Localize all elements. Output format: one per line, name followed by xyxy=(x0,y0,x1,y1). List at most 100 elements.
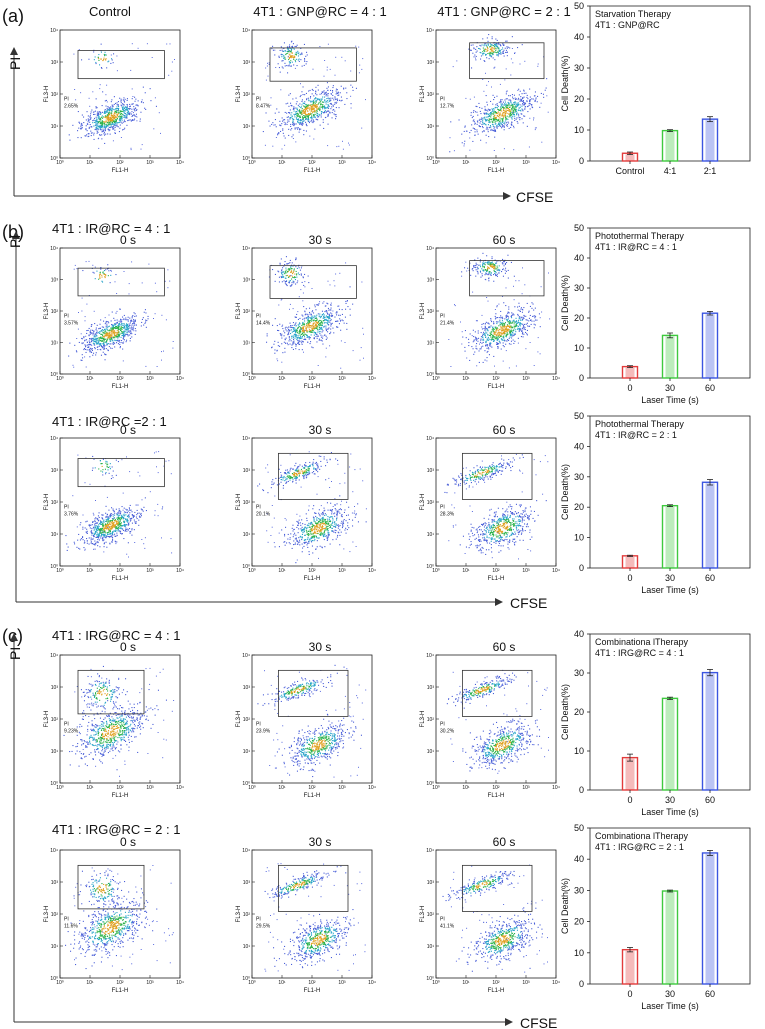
event-dot xyxy=(292,98,294,100)
event-dot xyxy=(104,122,106,124)
event-dot xyxy=(485,95,487,97)
event-dot xyxy=(282,129,284,131)
event-dot xyxy=(141,99,143,101)
event-dot xyxy=(275,67,277,68)
event-dot xyxy=(317,112,319,114)
event-dot xyxy=(485,124,487,126)
event-dot xyxy=(119,119,121,121)
event-dot xyxy=(473,128,475,130)
event-dot xyxy=(88,58,90,60)
y-tick-label: 10⁴ xyxy=(50,28,58,34)
event-dot xyxy=(486,255,488,257)
event-dot xyxy=(482,252,484,254)
event-dot xyxy=(522,110,524,112)
event-dot xyxy=(275,137,277,138)
event-dot xyxy=(294,337,296,339)
event-dot xyxy=(522,97,524,99)
event-dot xyxy=(304,115,306,117)
event-dot xyxy=(318,116,320,118)
event-dot xyxy=(527,106,529,108)
event-dot xyxy=(491,86,492,88)
event-dot xyxy=(514,52,516,54)
event-dot xyxy=(105,127,107,129)
event-dot xyxy=(117,328,119,330)
event-dot xyxy=(506,329,508,331)
event-dot xyxy=(323,101,325,103)
event-dot xyxy=(502,336,504,338)
event-dot xyxy=(107,113,109,115)
event-dot xyxy=(311,106,313,108)
event-dot xyxy=(161,351,162,353)
event-dot xyxy=(111,339,113,341)
event-dot xyxy=(490,128,492,130)
event-dot xyxy=(302,326,304,328)
event-dot xyxy=(512,114,514,116)
event-dot xyxy=(288,61,290,63)
event-dot xyxy=(481,275,483,277)
event-dot xyxy=(298,106,300,108)
event-dot xyxy=(296,112,298,114)
event-dot xyxy=(294,329,296,331)
event-dot xyxy=(494,117,496,119)
event-dot xyxy=(522,333,524,335)
event-dot xyxy=(520,113,522,115)
event-dot xyxy=(81,337,83,339)
event-dot xyxy=(299,317,301,319)
event-dot xyxy=(294,116,296,118)
event-dot xyxy=(340,85,342,87)
event-dot xyxy=(122,99,124,101)
event-dot xyxy=(307,113,309,115)
event-dot xyxy=(107,326,109,328)
event-dot xyxy=(93,272,95,274)
event-dot xyxy=(124,110,126,112)
event-dot xyxy=(492,57,494,59)
event-dot xyxy=(164,280,166,282)
event-dot xyxy=(501,271,503,273)
event-dot xyxy=(97,127,99,129)
event-dot xyxy=(495,118,497,120)
event-dot xyxy=(487,334,489,336)
event-dot xyxy=(494,326,496,328)
event-dot xyxy=(322,101,324,103)
event-dot xyxy=(499,120,501,122)
event-dot xyxy=(130,328,132,330)
flow-plot: 4T1 : GNP@RC = 4 : 110⁰10⁰10¹10¹10²10²10… xyxy=(236,4,387,174)
event-dot xyxy=(527,98,529,100)
event-dot xyxy=(125,341,127,343)
event-dot xyxy=(483,44,485,46)
event-dot xyxy=(109,329,111,331)
event-dot xyxy=(486,360,488,362)
event-dot xyxy=(121,105,123,107)
event-dot xyxy=(506,320,508,322)
event-dot xyxy=(265,79,267,81)
event-dot xyxy=(480,346,482,348)
event-dot xyxy=(488,58,490,60)
event-dot xyxy=(100,330,102,332)
event-dot xyxy=(494,336,496,338)
event-dot xyxy=(320,334,322,336)
event-dot xyxy=(308,321,310,323)
event-dot xyxy=(486,328,488,330)
event-dot xyxy=(306,106,308,108)
event-dot xyxy=(309,135,311,137)
event-dot xyxy=(508,95,510,97)
event-dot xyxy=(328,318,330,320)
event-dot xyxy=(494,45,496,47)
event-dot xyxy=(490,113,492,115)
event-dot xyxy=(113,103,115,105)
flow-row-b1: 0 s10⁰10⁰10¹10¹10²10²10³10³10⁴10⁴FL1-HFL… xyxy=(44,233,560,390)
event-dot xyxy=(502,333,504,335)
event-dot xyxy=(89,121,91,123)
event-dot xyxy=(278,304,280,306)
event-dot xyxy=(286,123,288,125)
event-dot xyxy=(343,88,345,90)
event-dot xyxy=(520,104,522,106)
event-dot xyxy=(119,127,121,129)
event-dot xyxy=(142,317,144,319)
event-dot xyxy=(324,110,326,112)
event-dot xyxy=(493,331,495,333)
event-dot xyxy=(301,112,303,114)
event-dot xyxy=(118,106,120,108)
event-dot xyxy=(90,111,92,113)
event-dot xyxy=(302,322,304,324)
